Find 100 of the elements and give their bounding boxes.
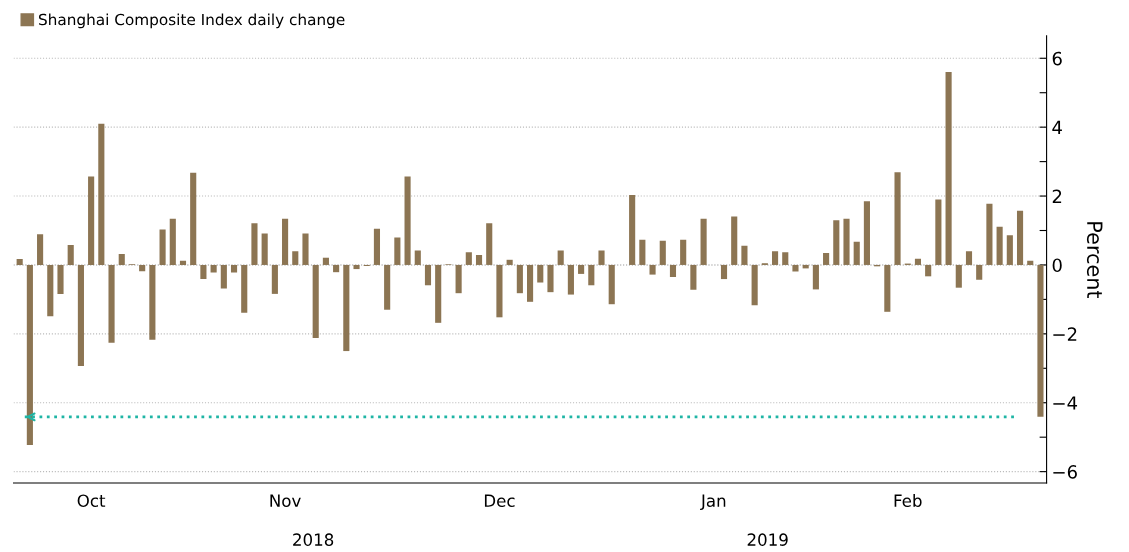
bar	[863, 201, 870, 265]
y2-axis-title: Percent	[1086, 222, 1103, 299]
bar	[343, 264, 350, 352]
bar	[190, 172, 197, 265]
bar	[782, 252, 789, 265]
bar	[465, 252, 472, 265]
bar	[527, 264, 534, 302]
y-tick-label: −2	[1053, 327, 1077, 341]
bar	[731, 216, 738, 265]
bar	[322, 257, 329, 265]
bar	[47, 264, 54, 317]
x-tick-label: Feb	[894, 494, 922, 508]
bar	[404, 176, 411, 265]
bar	[547, 264, 554, 293]
bar	[16, 259, 23, 265]
bar	[230, 264, 238, 273]
bar	[220, 264, 227, 289]
bar	[292, 251, 299, 265]
bar	[37, 234, 44, 265]
bar	[965, 251, 973, 265]
bar	[741, 245, 748, 265]
bar	[414, 250, 421, 265]
bar	[312, 264, 319, 338]
bar	[914, 258, 922, 265]
bar	[302, 233, 309, 265]
bar	[608, 264, 615, 305]
bar	[394, 237, 401, 265]
bar	[475, 254, 483, 265]
bar	[88, 176, 95, 265]
bar	[823, 252, 830, 265]
bar	[639, 239, 646, 265]
bar	[149, 264, 156, 340]
bar	[955, 264, 962, 288]
bar	[649, 264, 656, 275]
bar	[996, 226, 1003, 265]
bar	[629, 195, 636, 265]
bar	[159, 229, 166, 265]
bar	[108, 264, 115, 343]
bar	[567, 264, 574, 295]
bar	[118, 253, 125, 265]
bar	[67, 244, 74, 265]
bar	[384, 264, 391, 310]
bar	[935, 199, 942, 265]
bar	[771, 251, 779, 265]
bar	[179, 260, 187, 265]
bar	[57, 264, 64, 294]
bar	[1016, 210, 1024, 265]
bar	[139, 264, 146, 272]
bar	[282, 218, 289, 265]
text: 2019	[747, 533, 788, 546]
bar	[486, 223, 493, 265]
bar	[669, 264, 677, 278]
bar	[945, 72, 952, 265]
bar	[169, 218, 176, 265]
bar	[986, 203, 993, 265]
legend-label: Shanghai Composite Index daily change	[39, 13, 345, 29]
x-tick-label: Oct	[77, 494, 106, 508]
bar	[241, 264, 248, 313]
bar	[333, 264, 340, 273]
bar	[690, 264, 697, 290]
bar	[1037, 264, 1044, 417]
bar	[455, 264, 462, 294]
bar	[516, 264, 523, 294]
bar	[1027, 260, 1034, 265]
y-tick-label: −6	[1053, 465, 1077, 479]
bar	[506, 259, 513, 265]
bar	[200, 264, 207, 280]
x-tick-label: Jan	[700, 494, 726, 511]
bar	[680, 239, 687, 265]
bar	[1006, 235, 1013, 265]
bar	[353, 264, 360, 270]
bar	[251, 223, 258, 265]
bar	[884, 264, 891, 312]
bar	[588, 264, 595, 286]
bar	[833, 220, 840, 265]
bar	[598, 250, 605, 265]
y-tick-label: 0	[1052, 258, 1062, 273]
x-tick-label: Dec	[484, 494, 515, 508]
y-tick-label: −4	[1053, 396, 1078, 410]
bar	[843, 218, 850, 265]
bar	[976, 264, 983, 280]
bar	[700, 218, 707, 265]
bar	[894, 172, 901, 265]
text: 2018	[293, 533, 334, 546]
bar	[853, 241, 860, 265]
bar	[925, 264, 932, 277]
bar	[77, 264, 84, 366]
bar	[435, 264, 442, 323]
bar	[659, 240, 666, 265]
bar	[261, 233, 268, 265]
x-tick-label: Nov	[270, 494, 301, 508]
bar	[373, 228, 381, 265]
y-tick-label: 6	[1052, 51, 1062, 66]
y-tick-label: 2	[1052, 189, 1062, 203]
bar	[26, 264, 33, 446]
bar	[210, 264, 217, 273]
bar	[424, 264, 432, 286]
bar	[751, 264, 758, 306]
bar	[812, 264, 819, 290]
bar	[557, 250, 564, 265]
